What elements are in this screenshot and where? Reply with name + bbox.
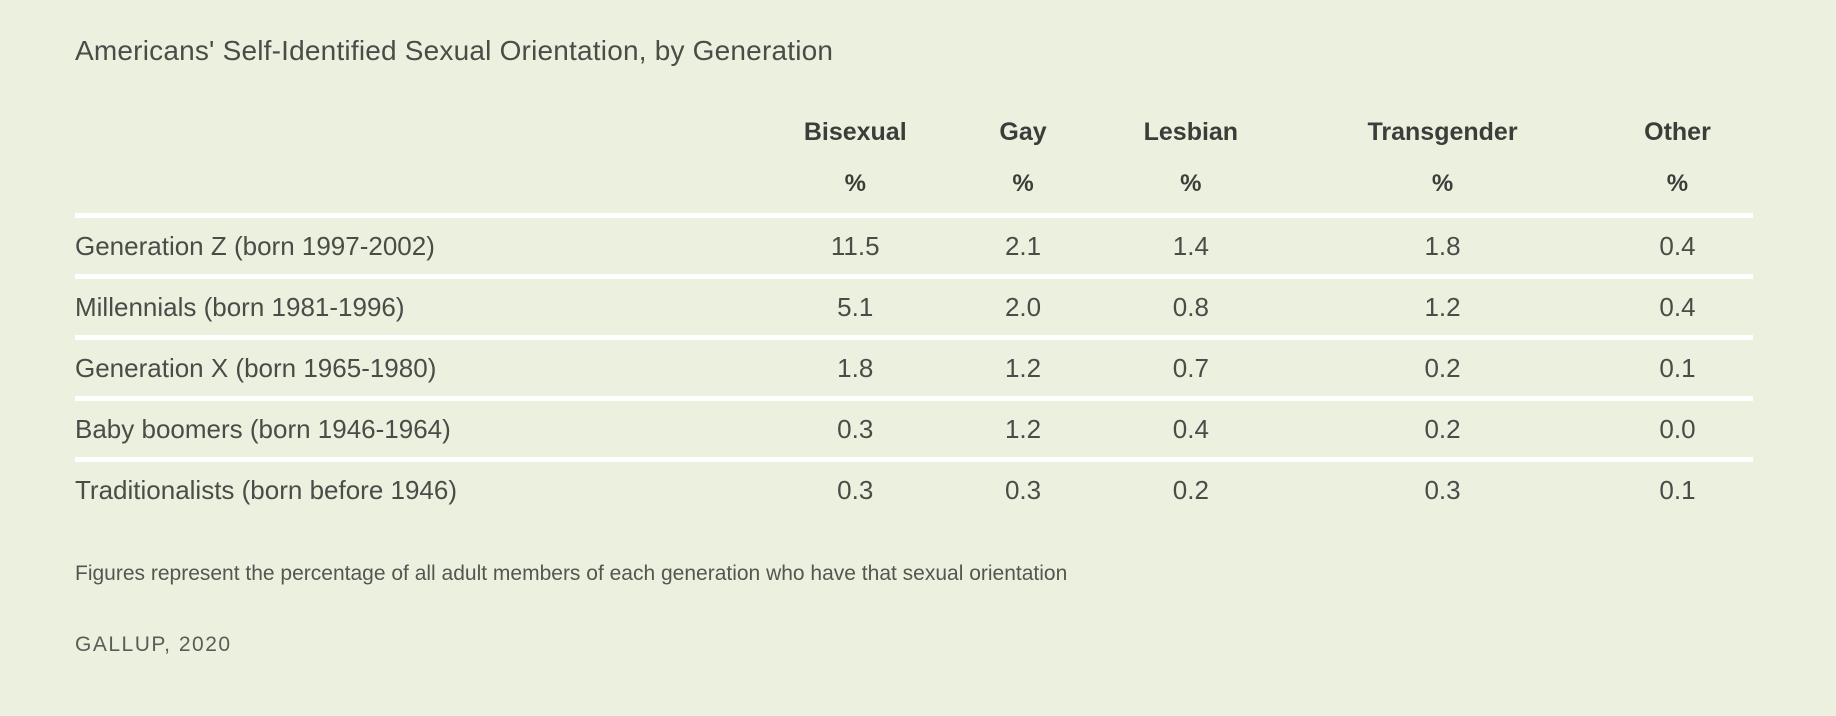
value-cell: 0.2 [1098, 457, 1284, 519]
value-cell: 0.1 [1601, 335, 1753, 399]
value-cell: 0.2 [1283, 396, 1602, 460]
row-label: Baby boomers (born 1946-1964) [75, 396, 763, 460]
unit-label: % [1180, 170, 1202, 198]
value-cell: 0.7 [1098, 335, 1284, 399]
row-label: Generation X (born 1965-1980) [75, 335, 763, 399]
table-header: Bisexual Gay Lesbian Transgender Other %… [75, 120, 1753, 216]
value-cell: 2.0 [947, 274, 1099, 338]
table-row: Generation X (born 1965-1980) 1.8 1.2 0.… [75, 335, 1753, 399]
unit-label: % [1666, 170, 1689, 198]
value-cell: 1.2 [947, 335, 1099, 399]
value-cell: 0.3 [947, 457, 1099, 519]
table-row: Traditionalists (born before 1946) 0.3 0… [75, 457, 1753, 519]
value-cell: 1.2 [947, 396, 1099, 460]
value-cell: 5.1 [762, 274, 948, 338]
value-cell: 0.4 [1601, 213, 1753, 277]
unit-row: % % % % % [75, 172, 1753, 216]
value-cell: 0.4 [1098, 396, 1284, 460]
source-attribution: GALLUP, 2020 [75, 633, 232, 657]
unit-label: % [1431, 170, 1454, 198]
row-label: Traditionalists (born before 1946) [75, 457, 763, 519]
page-title: Americans' Self-Identified Sexual Orient… [75, 35, 834, 66]
data-table: Bisexual Gay Lesbian Transgender Other %… [75, 120, 1753, 519]
value-cell: 1.4 [1098, 213, 1284, 277]
column-header-other: Other [1644, 118, 1711, 147]
value-cell: 2.1 [947, 213, 1099, 277]
value-cell: 0.2 [1283, 335, 1602, 399]
column-header-bisexual: Bisexual [803, 118, 907, 147]
table-row: Millennials (born 1981-1996) 5.1 2.0 0.8… [75, 274, 1753, 338]
value-cell: 0.1 [1601, 457, 1753, 519]
footnote: Figures represent the percentage of all … [75, 562, 1068, 586]
value-cell: 0.3 [1283, 457, 1602, 519]
value-cell: 1.8 [1283, 213, 1602, 277]
column-header-transgender: Transgender [1367, 118, 1518, 147]
value-cell: 0.3 [762, 457, 948, 519]
value-cell: 11.5 [762, 213, 948, 277]
unit-label: % [1012, 170, 1034, 198]
value-cell: 1.8 [762, 335, 948, 399]
table-row: Baby boomers (born 1946-1964) 0.3 1.2 0.… [75, 396, 1753, 460]
unit-label: % [844, 170, 866, 198]
row-label: Millennials (born 1981-1996) [75, 274, 763, 338]
column-header-lesbian: Lesbian [1143, 118, 1239, 147]
header-spacer-cell [75, 120, 763, 172]
value-cell: 1.2 [1283, 274, 1602, 338]
table-body: Generation Z (born 1997-2002) 11.5 2.1 1… [75, 213, 1753, 519]
value-cell: 0.8 [1098, 274, 1284, 338]
value-cell: 0.3 [762, 396, 948, 460]
row-label: Generation Z (born 1997-2002) [75, 213, 763, 277]
column-header-gay: Gay [999, 118, 1047, 147]
table-row: Generation Z (born 1997-2002) 11.5 2.1 1… [75, 213, 1753, 277]
header-row: Bisexual Gay Lesbian Transgender Other [75, 120, 1753, 172]
value-cell: 0.0 [1601, 396, 1753, 460]
value-cell: 0.4 [1601, 274, 1753, 338]
unit-spacer-cell [75, 172, 763, 216]
